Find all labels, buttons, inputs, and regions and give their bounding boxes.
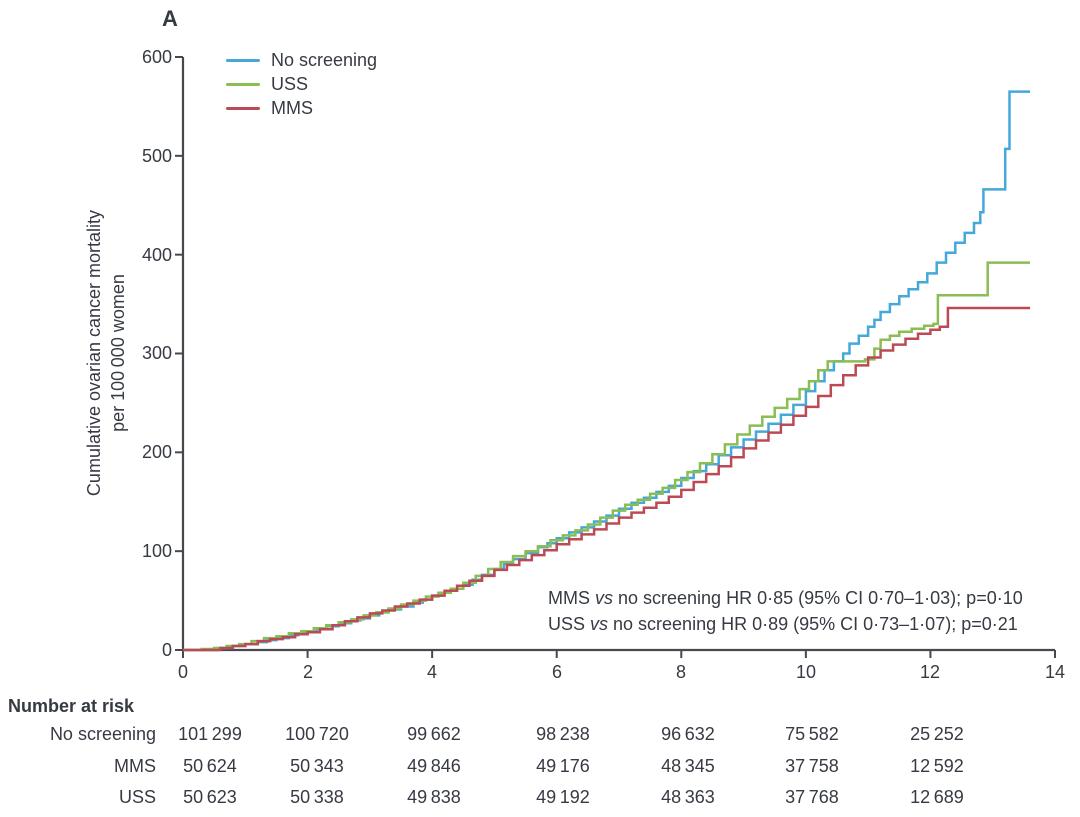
- nar-value: 100 720: [285, 724, 349, 744]
- legend-item-uss: USS: [226, 72, 377, 96]
- mms-line-swatch-icon: [226, 106, 260, 110]
- nar-value: 50 338: [290, 787, 344, 807]
- curve-no-screening: [183, 90, 1031, 652]
- nar-value: 96 632: [661, 724, 715, 744]
- x-tick-14: 14: [1044, 662, 1066, 682]
- y-tick-500: 500: [141, 146, 172, 166]
- legend: No screening USS MMS: [226, 48, 377, 120]
- nar-value: 101 299: [178, 724, 242, 744]
- axis-ticks: [175, 56, 1056, 658]
- annotation-mms-pre: MMS: [548, 588, 595, 608]
- annotation-uss: USS vs no screening HR 0·89 (95% CI 0·73…: [548, 611, 1023, 637]
- y-axis-title-line1: Cumulative ovarian cancer mortality: [84, 209, 104, 497]
- legend-label-no-screening: No screening: [271, 50, 378, 70]
- nar-row-label-uss: USS: [118, 787, 156, 807]
- x-tick-10: 10: [795, 662, 817, 682]
- annotation-uss-pre: USS: [548, 614, 591, 634]
- nar-value: 48 345: [661, 756, 715, 776]
- legend-item-mms: MMS: [226, 96, 377, 120]
- nar-value: 12 689: [910, 787, 964, 807]
- legend-item-no-screening: No screening: [226, 48, 377, 72]
- uss-line-swatch-icon: [226, 82, 260, 86]
- annotation-mms-vs: vs: [595, 588, 613, 608]
- y-tick-300: 300: [141, 343, 172, 363]
- nar-value: 98 238: [536, 724, 590, 744]
- nar-row-label-no-screening: No screening: [49, 724, 156, 744]
- x-tick-6: 6: [551, 662, 562, 682]
- nar-row-label-mms: MMS: [114, 756, 156, 776]
- y-tick-600: 600: [141, 47, 172, 67]
- no-screening-line-swatch-icon: [226, 58, 260, 62]
- nar-value: 49 838: [407, 787, 461, 807]
- x-tick-0: 0: [177, 662, 188, 682]
- x-tick-2: 2: [302, 662, 313, 682]
- annotation-uss-vs: vs: [590, 614, 609, 634]
- annotation-mms-post: no screening HR 0·85 (95% CI 0·70–1·03);…: [613, 588, 1023, 608]
- legend-label-uss: USS: [271, 74, 309, 94]
- nar-value: 99 662: [407, 724, 461, 744]
- y-tick-200: 200: [141, 442, 172, 462]
- nar-value: 50 624: [183, 756, 237, 776]
- nar-value: 37 768: [785, 787, 839, 807]
- nar-value: 37 758: [785, 756, 839, 776]
- nar-value: 50 623: [183, 787, 237, 807]
- hazard-ratio-annotations: MMS vs no screening HR 0·85 (95% CI 0·70…: [548, 585, 1023, 637]
- number-at-risk-header: Number at risk: [8, 696, 135, 716]
- nar-value: 50 343: [290, 756, 344, 776]
- annotation-mms: MMS vs no screening HR 0·85 (95% CI 0·70…: [548, 585, 1023, 611]
- nar-value: 12 592: [910, 756, 964, 776]
- legend-label-mms: MMS: [271, 98, 313, 118]
- curve-mms: [183, 306, 1031, 652]
- nar-value: 25 252: [910, 724, 964, 744]
- x-tick-4: 4: [426, 662, 437, 682]
- y-tick-100: 100: [141, 541, 172, 561]
- nar-value: 75 582: [785, 724, 839, 744]
- x-tick-12: 12: [919, 662, 941, 682]
- panel-label: A: [162, 6, 178, 31]
- y-tick-400: 400: [141, 245, 172, 265]
- nar-value: 49 846: [407, 756, 461, 776]
- nar-value: 48 363: [661, 787, 715, 807]
- x-tick-8: 8: [675, 662, 686, 682]
- nar-value: 49 192: [536, 787, 590, 807]
- y-tick-0: 0: [161, 640, 172, 660]
- annotation-uss-post: no screening HR 0·89 (95% CI 0·73–1·07);…: [608, 614, 1018, 634]
- nar-value: 49 176: [536, 756, 590, 776]
